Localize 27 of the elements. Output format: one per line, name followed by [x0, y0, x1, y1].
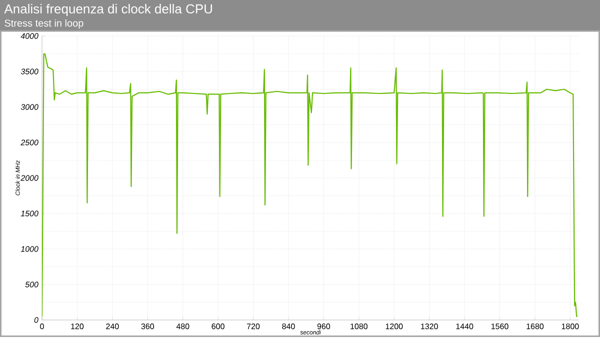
- x-tick-label: 1200: [386, 324, 403, 330]
- x-tick-label: 1320: [421, 324, 438, 330]
- chart-title: Analisi frequenza di clock della CPU: [4, 4, 212, 16]
- y-tick-label: 4000: [20, 33, 38, 39]
- x-tick-label: 1800: [562, 324, 579, 330]
- x-tick-label: 1440: [456, 324, 474, 330]
- x-tick-label: 840: [282, 324, 295, 330]
- y-tick-label: 2500: [20, 140, 38, 146]
- x-tick-label: 1080: [350, 324, 368, 330]
- y-tick-label: 500: [25, 282, 38, 288]
- y-tick-label: 0: [34, 317, 38, 323]
- x-tick-label: 360: [141, 324, 154, 330]
- x-tick-label: 0: [40, 324, 44, 330]
- x-tick-label: 240: [106, 324, 119, 330]
- x-tick-label: 600: [212, 324, 224, 330]
- chart-subtitle: Stress test in loop: [4, 19, 84, 29]
- y-tick-label: 3500: [20, 68, 38, 74]
- y-tick-label: 3000: [20, 104, 38, 110]
- y-tick-label: 1500: [20, 210, 38, 216]
- x-tick-label: 120: [71, 324, 84, 330]
- x-tick-label: 1560: [491, 324, 508, 330]
- x-tick-label: 720: [247, 324, 260, 330]
- x-tick-label: 480: [176, 324, 190, 330]
- y-tick-label: 1000: [20, 246, 38, 252]
- x-tick-label: 960: [317, 324, 330, 330]
- y-tick-label: 2000: [20, 175, 38, 181]
- x-tick-label: 1680: [526, 324, 544, 330]
